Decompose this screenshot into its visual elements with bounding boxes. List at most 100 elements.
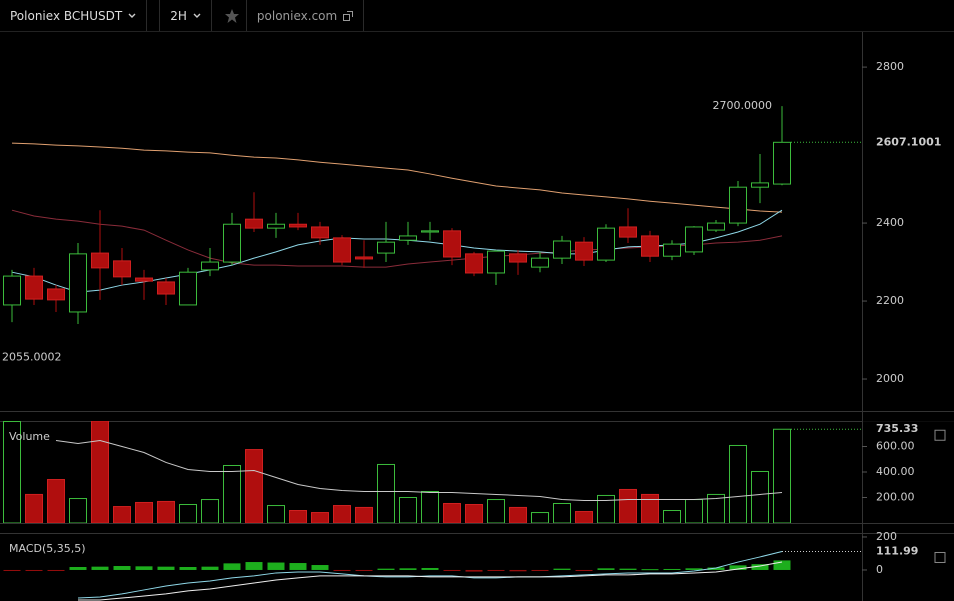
macd-histogram-bar: [751, 564, 769, 570]
candle-body: [135, 277, 153, 282]
macd-histogram-bar: [399, 568, 417, 570]
macd-histogram-bar: [377, 568, 395, 570]
volume-bar: [641, 493, 659, 523]
macd-histogram-bar: [91, 566, 109, 570]
candle-body: [531, 257, 549, 268]
candle-body: [707, 222, 725, 231]
macd-histogram-bar: [685, 568, 703, 570]
candle-body: [575, 241, 593, 261]
candle-body: [509, 253, 527, 263]
last-value-box: [863, 421, 954, 438]
candle-body: [553, 240, 571, 259]
macd-histogram-bar: [289, 563, 307, 570]
macd-histogram-bar: [421, 567, 439, 570]
macd-histogram-bar: [707, 567, 725, 570]
candle-body: [641, 235, 659, 257]
volume-bar: [487, 499, 505, 523]
volume-bar: [289, 510, 307, 523]
macd-histogram-bar: [311, 565, 329, 570]
macd-histogram-bar: [443, 569, 461, 571]
volume-bar: [553, 502, 571, 523]
y-tick-label: 0: [876, 563, 883, 576]
last-value-box: [863, 134, 954, 151]
candle-body: [619, 226, 637, 238]
candle-body: [113, 260, 131, 278]
line: [77, 551, 783, 599]
candle-body: [289, 223, 307, 228]
candle-body: [663, 243, 681, 257]
volume-bar: [157, 500, 175, 523]
volume-bar: [685, 499, 703, 523]
macd-histogram-bar: [641, 569, 659, 571]
candle-body: [421, 230, 439, 233]
last-value-label: 2607.1001: [876, 135, 941, 148]
volume-bar: [3, 421, 21, 523]
volume-bar: [399, 497, 417, 523]
panel-title: Volume: [9, 430, 50, 443]
volume-bar: [355, 506, 373, 523]
macd-panel: [3, 550, 862, 601]
macd-histogram-bar: [223, 563, 241, 570]
volume-bar: [443, 502, 461, 523]
macd-histogram-bar: [157, 566, 175, 570]
interval: 2H: [170, 8, 187, 23]
candle-body: [157, 281, 175, 295]
volume-bar: [465, 504, 483, 523]
macd-histogram-bar: [135, 566, 153, 570]
candle-body: [179, 271, 197, 306]
y-tick-label: 200: [876, 530, 897, 543]
volume-bar: [47, 479, 65, 523]
axes: 20002200240028002607.1001200.00400.00600…: [862, 60, 954, 576]
source-link[interactable]: poloniex.com: [247, 0, 365, 31]
favorite-button[interactable]: [212, 0, 247, 31]
volume-bar: [179, 504, 197, 523]
volume-bar: [311, 512, 329, 523]
volume-bar: [377, 463, 395, 523]
candle-body: [201, 261, 219, 271]
macd-histogram-bar: [113, 566, 131, 570]
last-value-label: 735.33: [876, 422, 918, 435]
candle-body: [267, 223, 285, 229]
candle-body: [399, 235, 417, 241]
symbol: Poloniex BCHUSDT: [10, 8, 123, 23]
interval-button[interactable]: 2H: [159, 0, 212, 31]
macd-histogram-bar: [619, 568, 637, 570]
macd-histogram-bar: [267, 562, 285, 570]
candle-body: [377, 241, 395, 254]
candle-body: [91, 252, 109, 269]
macd-histogram-bar: [597, 568, 615, 570]
candle-body: [245, 218, 263, 229]
y-tick-label: 2800: [876, 60, 904, 73]
volume-bar: [201, 499, 219, 523]
candle-body: [729, 186, 747, 224]
star-icon: [224, 8, 239, 23]
close-button: [934, 429, 946, 441]
volume-bar: [245, 449, 263, 523]
macd-histogram-bar: [575, 569, 593, 571]
macd-histogram-bar: [201, 566, 219, 570]
chevron: [193, 13, 201, 18]
volume-bar: [135, 501, 153, 523]
volume-bar: [113, 506, 131, 523]
toolbar: Poloniex BCHUSDT 2H poloniex.com: [0, 0, 954, 32]
y-tick-label: 400.00: [876, 465, 915, 478]
symbol-button[interactable]: Poloniex BCHUSDT: [0, 0, 148, 31]
volume-bar: [333, 505, 351, 523]
source: poloniex.com: [256, 8, 338, 23]
y-tick-label: 200.00: [876, 491, 915, 504]
candle-body: [487, 250, 505, 274]
volume-bar: [531, 512, 549, 523]
volume-bar: [773, 428, 791, 523]
candle-body: [47, 288, 65, 301]
line: [11, 142, 783, 213]
volume-bar: [575, 511, 593, 523]
candle-body: [3, 275, 21, 306]
close-button: [934, 551, 946, 563]
candle-body: [25, 275, 43, 300]
macd-histogram-bar: [179, 567, 197, 570]
line: [55, 439, 783, 502]
volume-bar: [751, 470, 769, 523]
candle-body: [311, 226, 329, 239]
y-tick-label: 600.00: [876, 440, 915, 453]
